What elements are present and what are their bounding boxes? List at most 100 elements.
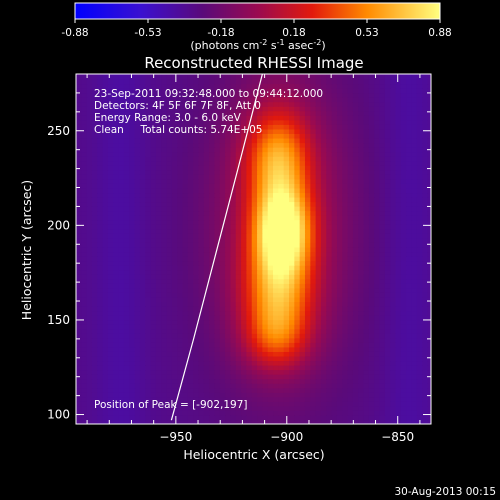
heatmap-cell bbox=[118, 187, 125, 194]
heatmap-cell bbox=[187, 374, 194, 380]
heatmap-cell bbox=[294, 133, 301, 139]
heatmap-cell bbox=[150, 156, 157, 162]
heatmap-cell bbox=[187, 301, 194, 307]
heatmap-cell bbox=[363, 278, 370, 284]
heatmap-cell bbox=[193, 128, 200, 134]
heatmap-cell bbox=[331, 283, 338, 289]
heatmap-cell bbox=[81, 333, 88, 339]
heatmap-cell bbox=[155, 228, 162, 234]
heatmap-cell bbox=[406, 147, 413, 153]
heatmap-cell bbox=[134, 119, 141, 125]
heatmap-cell bbox=[416, 360, 423, 366]
heatmap-cell bbox=[81, 337, 88, 343]
heatmap-cell bbox=[123, 324, 130, 330]
heatmap-cell bbox=[107, 242, 114, 248]
heatmap-cell bbox=[86, 169, 93, 175]
heatmap-cell bbox=[129, 292, 136, 298]
heatmap-cell bbox=[294, 283, 301, 289]
heatmap-cell bbox=[187, 324, 194, 330]
heatmap-cell bbox=[347, 278, 354, 284]
heatmap-cell bbox=[358, 101, 365, 107]
heatmap-cell bbox=[315, 392, 322, 398]
heatmap-cell bbox=[289, 301, 295, 307]
heatmap-cell bbox=[230, 283, 237, 289]
heatmap-cell bbox=[209, 305, 216, 312]
heatmap-cell bbox=[246, 97, 253, 103]
heatmap-cell bbox=[400, 337, 407, 343]
heatmap-cell bbox=[113, 115, 120, 121]
heatmap-cell bbox=[342, 269, 349, 275]
heatmap-cell bbox=[241, 342, 247, 348]
heatmap-cell bbox=[320, 346, 327, 352]
heatmap-cell bbox=[203, 283, 210, 289]
heatmap-cell bbox=[299, 383, 306, 389]
heatmap-cell bbox=[161, 137, 168, 144]
heatmap-cell bbox=[166, 310, 173, 316]
heatmap-cell bbox=[427, 351, 431, 357]
heatmap-cell bbox=[320, 88, 327, 94]
heatmap-cell bbox=[374, 369, 381, 375]
heatmap-cell bbox=[145, 210, 152, 216]
heatmap-cell bbox=[331, 360, 338, 366]
heatmap-cell bbox=[166, 124, 173, 130]
heatmap-cell bbox=[406, 269, 413, 275]
heatmap-cell bbox=[257, 178, 263, 184]
heatmap-cell bbox=[118, 364, 125, 371]
heatmap-cell bbox=[267, 319, 274, 325]
heatmap-cell bbox=[102, 215, 109, 221]
heatmap-cell bbox=[273, 165, 279, 171]
heatmap-cell bbox=[352, 97, 359, 103]
heatmap-cell bbox=[299, 296, 306, 302]
heatmap-cell bbox=[97, 287, 104, 293]
heatmap-cell bbox=[91, 215, 98, 221]
heatmap-cell bbox=[379, 224, 386, 230]
heatmap-cell bbox=[342, 251, 349, 257]
heatmap-cell bbox=[411, 215, 418, 221]
heatmap-cell bbox=[320, 133, 327, 139]
heatmap-cell bbox=[214, 414, 221, 421]
heatmap-cell bbox=[358, 369, 365, 375]
heatmap-cell bbox=[171, 333, 178, 339]
heatmap-cell bbox=[182, 283, 189, 289]
heatmap-cell bbox=[161, 224, 168, 230]
heatmap-cell bbox=[113, 315, 120, 321]
heatmap-cell bbox=[139, 178, 146, 184]
heatmap-cell bbox=[267, 137, 274, 144]
heatmap-cell bbox=[246, 228, 253, 234]
heatmap-cell bbox=[203, 265, 210, 271]
heatmap-cell bbox=[267, 292, 274, 298]
heatmap-cell bbox=[107, 178, 114, 184]
heatmap-cell bbox=[299, 156, 306, 162]
heatmap-cell bbox=[177, 187, 184, 194]
heatmap-cell bbox=[384, 392, 391, 398]
heatmap-cell bbox=[76, 219, 82, 225]
heatmap-cell bbox=[113, 378, 120, 384]
heatmap-cell bbox=[129, 274, 136, 280]
heatmap-cell bbox=[363, 283, 370, 289]
heatmap-cell bbox=[336, 401, 343, 407]
heatmap-cell bbox=[294, 92, 301, 98]
heatmap-cell bbox=[193, 183, 200, 189]
heatmap-cell bbox=[315, 128, 322, 134]
heatmap-cell bbox=[150, 351, 157, 357]
heatmap-cell bbox=[390, 396, 397, 402]
heatmap-cell bbox=[177, 83, 184, 89]
heatmap-cell bbox=[219, 374, 226, 380]
heatmap-cell bbox=[76, 233, 82, 239]
heatmap-cell bbox=[342, 319, 349, 325]
heatmap-cell bbox=[368, 310, 375, 316]
heatmap-cell bbox=[155, 319, 162, 325]
heatmap-cell bbox=[416, 192, 423, 198]
heatmap-cell bbox=[320, 101, 327, 107]
heatmap-cell bbox=[315, 201, 322, 207]
heatmap-cell bbox=[209, 405, 216, 411]
heatmap-cell bbox=[203, 351, 210, 357]
heatmap-cell bbox=[225, 274, 232, 280]
heatmap-cell bbox=[347, 183, 354, 189]
heatmap-cell bbox=[352, 374, 359, 380]
heatmap-cell bbox=[81, 283, 88, 289]
heatmap-cell bbox=[134, 206, 141, 212]
heatmap-cell bbox=[225, 137, 232, 144]
heatmap-cell bbox=[400, 405, 407, 411]
heatmap-cell bbox=[150, 83, 157, 89]
